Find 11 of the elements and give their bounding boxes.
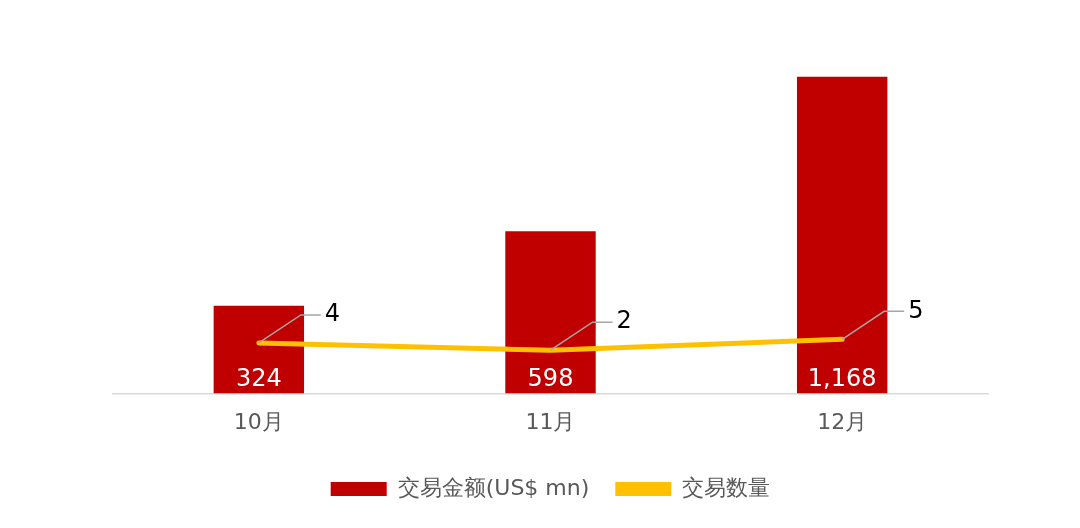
legend-label: 交易数量 — [682, 474, 771, 500]
x-tick-label: 11月 — [525, 408, 576, 434]
data-label: 2 — [616, 306, 632, 335]
x-tick-label: 12月 — [817, 408, 868, 434]
data-label: 324 — [235, 363, 282, 392]
data-label: 1,168 — [807, 363, 877, 392]
data-label: 598 — [527, 363, 574, 392]
data-label: 5 — [908, 295, 924, 324]
data-label: 4 — [324, 299, 341, 328]
legend-label: 交易金额(US$ mn) — [397, 474, 590, 500]
x-tick-label: 10月 — [233, 408, 284, 434]
